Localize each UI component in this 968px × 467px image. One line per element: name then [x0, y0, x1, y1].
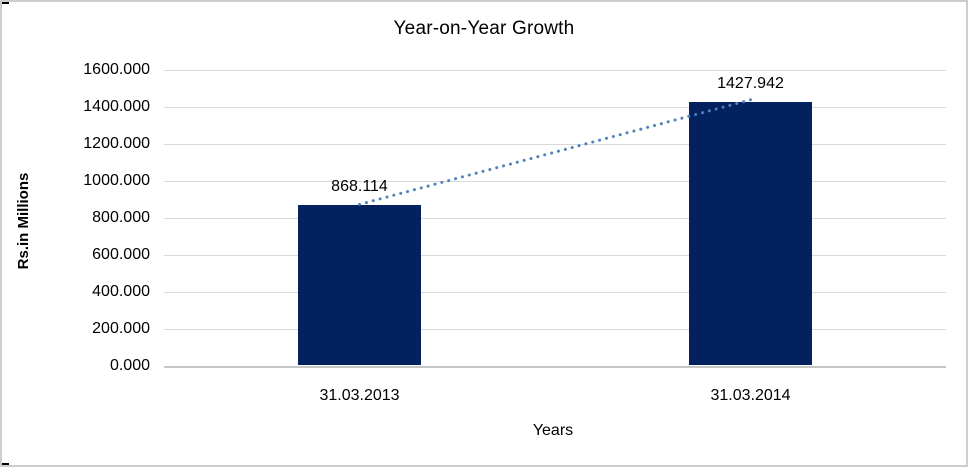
gridline	[164, 218, 946, 219]
y-tick-label: 1200.000	[83, 135, 150, 152]
gridline	[164, 292, 946, 293]
x-tick-label: 31.03.2013	[319, 387, 400, 404]
gridline	[164, 70, 946, 71]
bar-31.03.2014	[689, 101, 812, 365]
y-tick-label: 0.000	[109, 357, 150, 374]
x-axis-title: Years	[532, 422, 574, 439]
border-artifact-top-left	[2, 2, 9, 4]
x-axis-line	[164, 366, 946, 368]
bar-31.03.2013	[298, 205, 421, 365]
y-tick-label: 600.000	[92, 246, 150, 263]
y-tick-label: 1600.000	[83, 61, 150, 78]
y-tick-label: 800.000	[92, 209, 150, 226]
border-artifact-bottom-left	[2, 463, 9, 465]
data-label: 1427.942	[717, 74, 784, 92]
gridline	[164, 329, 946, 330]
data-label: 868.114	[331, 178, 388, 196]
y-tick-label: 1000.000	[83, 172, 150, 189]
gridline	[164, 144, 946, 145]
y-tick-label: 200.000	[92, 320, 150, 337]
chart-title: Year-on-Year Growth	[393, 18, 575, 39]
gridline	[164, 107, 946, 108]
gridline	[164, 255, 946, 256]
y-tick-label: 1400.000	[83, 98, 150, 115]
x-tick-label: 31.03.2014	[710, 387, 791, 404]
y-tick-label: 400.000	[92, 283, 150, 300]
